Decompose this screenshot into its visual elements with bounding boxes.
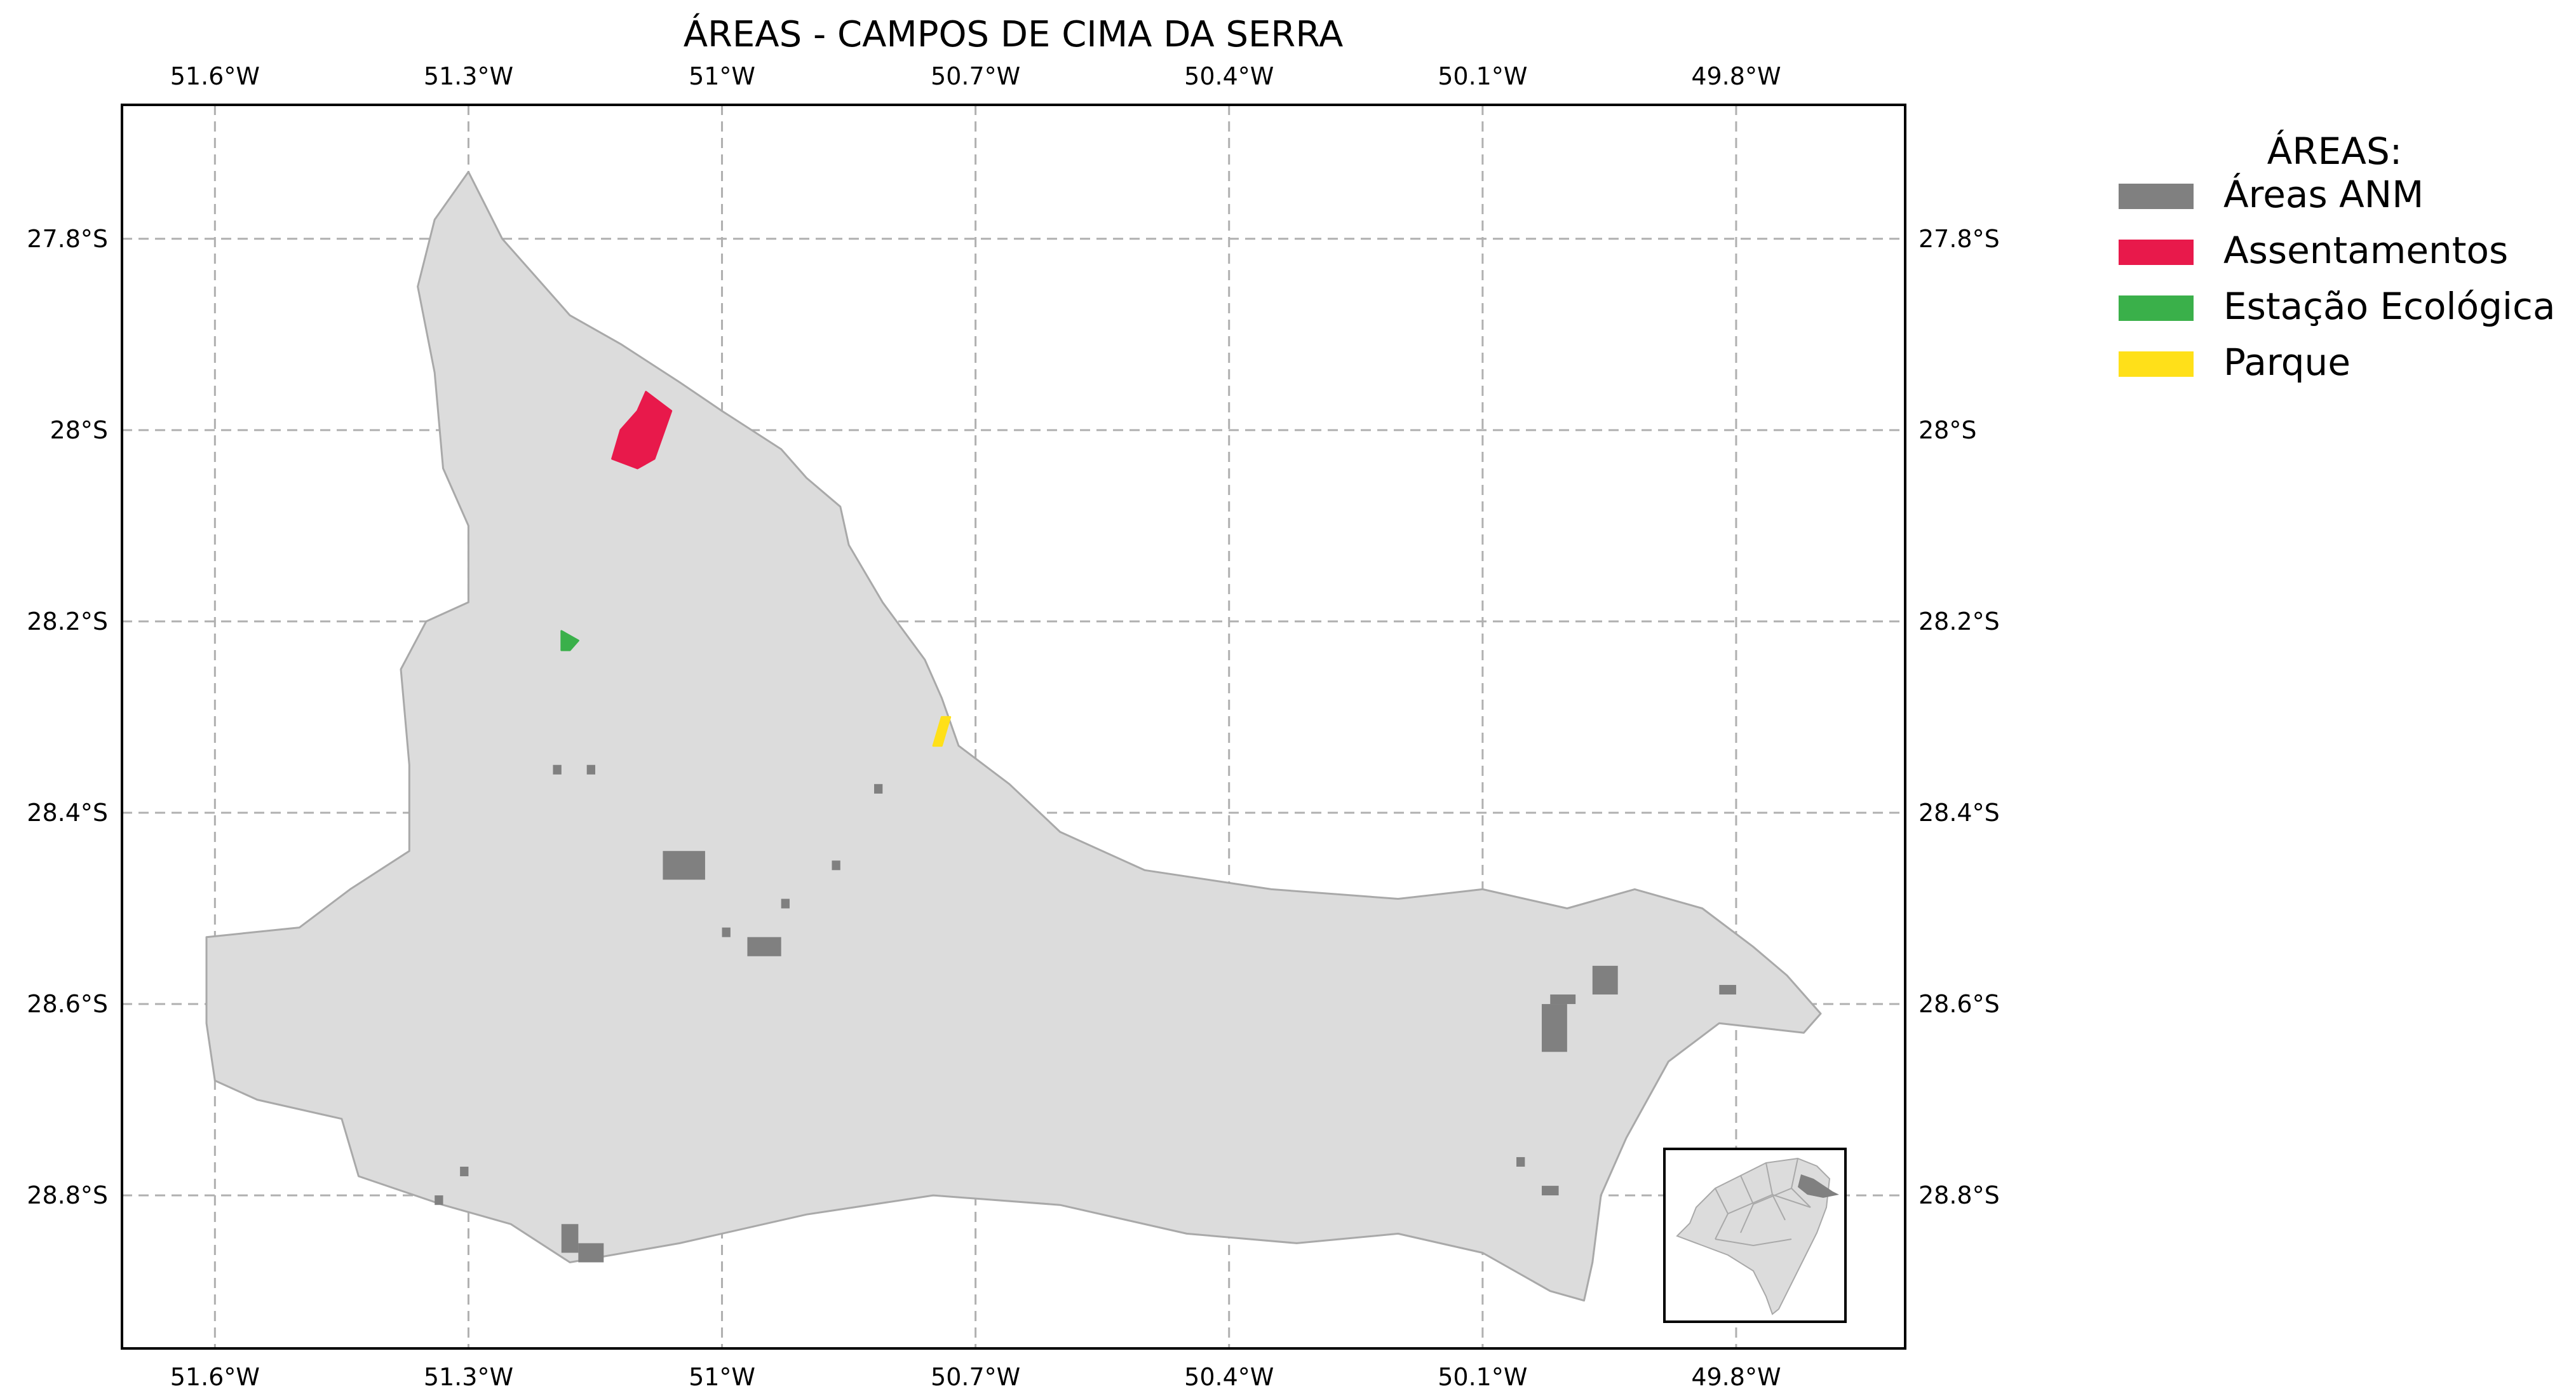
lat-tick-label-right: 28.2°S <box>1919 607 2000 635</box>
legend-label-parque: Parque <box>2223 341 2350 384</box>
legend-label-areas-anm: Áreas ANM <box>2223 172 2424 216</box>
feature-estacao-ecologica <box>560 630 579 651</box>
lon-tick-label-bottom: 51.6°W <box>170 1363 260 1391</box>
feature-areas-anm <box>1516 1157 1525 1167</box>
feature-areas-anm <box>586 764 595 775</box>
legend-label-estacao-ecologica: Estação Ecológica <box>2223 285 2555 328</box>
lon-tick-label-top: 51.3°W <box>424 62 513 90</box>
legend-swatch-areas-anm <box>2119 184 2194 209</box>
feature-areas-anm <box>553 764 562 775</box>
feature-areas-anm <box>832 860 840 871</box>
lon-tick-label-bottom: 49.8°W <box>1691 1363 1781 1391</box>
lon-tick-label-top: 50.4°W <box>1184 62 1274 90</box>
lon-tick-label-top: 50.1°W <box>1438 62 1527 90</box>
lat-tick-label-right: 28°S <box>1919 416 1976 444</box>
feature-areas-anm <box>1719 984 1736 995</box>
lon-tick-label-bottom: 51.3°W <box>424 1363 513 1391</box>
lat-tick-label-right: 28.6°S <box>1919 990 2000 1018</box>
legend-title: ÁREAS: <box>2267 129 2403 173</box>
lat-tick-label-left: 28°S <box>50 416 108 444</box>
feature-areas-anm <box>561 1224 579 1253</box>
feature-parque <box>932 716 952 747</box>
feature-areas-anm <box>1541 1004 1567 1052</box>
inset-municipality-lines <box>1715 1158 1811 1247</box>
feature-areas-anm <box>460 1166 469 1177</box>
lat-tick-label-right: 27.8°S <box>1919 225 2000 253</box>
feature-areas-anm <box>578 1243 604 1263</box>
coordinate-tick-labels: 51.6°W 51.6°W 51.3°W 51.3°W 51°W 51°W 50.7°W 50… <box>27 62 1999 1391</box>
feature-assentamentos <box>611 391 673 470</box>
inset-locator-map <box>1663 1148 1847 1323</box>
legend-swatch-assentamentos <box>2119 240 2194 265</box>
feature-areas-anm <box>747 937 781 956</box>
lat-tick-label-left: 28.6°S <box>27 990 108 1018</box>
feature-areas-anm <box>1592 965 1618 995</box>
inset-highlight-area <box>1798 1174 1839 1198</box>
inset-state-outline <box>1676 1157 1831 1315</box>
legend-swatch-parque <box>2119 351 2194 377</box>
map-frame <box>121 104 1906 1350</box>
feature-areas-anm <box>781 899 790 909</box>
legend-label-assentamentos: Assentamentos <box>2223 229 2508 272</box>
feature-areas-anm <box>1550 994 1576 1005</box>
region-polygon <box>205 170 1822 1302</box>
legend-swatch-estacao-ecologica <box>2119 295 2194 321</box>
lon-tick-label-bottom: 50.7°W <box>931 1363 1020 1391</box>
area-features <box>435 391 1736 1263</box>
lat-tick-label-left: 28.2°S <box>27 607 108 635</box>
lon-tick-label-top: 51°W <box>689 62 755 90</box>
feature-areas-anm <box>435 1195 443 1205</box>
map-title: ÁREAS - CAMPOS DE CIMA DA SERRA <box>684 14 1344 55</box>
lat-tick-label-left: 28.4°S <box>27 799 108 827</box>
lat-tick-label-right: 28.4°S <box>1919 799 2000 827</box>
lat-tick-label-left: 28.8°S <box>27 1181 108 1209</box>
lon-tick-label-bottom: 50.4°W <box>1184 1363 1274 1391</box>
lon-tick-label-top: 50.7°W <box>931 62 1020 90</box>
lon-tick-label-bottom: 50.1°W <box>1438 1363 1527 1391</box>
campos-de-cima-da-serra-region <box>205 170 1822 1302</box>
feature-areas-anm <box>722 927 731 937</box>
lon-tick-label-top: 49.8°W <box>1691 62 1781 90</box>
legend: ÁREAS: Áreas ANM Assentamentos Estação Eco… <box>2119 129 2555 384</box>
feature-areas-anm <box>1541 1186 1559 1196</box>
feature-areas-anm <box>873 784 883 794</box>
lat-tick-label-left: 27.8°S <box>27 225 108 253</box>
legend-items: Áreas ANM Assentamentos Estação Ecológica P… <box>2119 172 2555 384</box>
feature-areas-anm <box>663 851 705 880</box>
lon-tick-label-top: 51.6°W <box>170 62 260 90</box>
lat-tick-label-right: 28.8°S <box>1919 1181 2000 1209</box>
lon-tick-label-bottom: 51°W <box>689 1363 755 1391</box>
